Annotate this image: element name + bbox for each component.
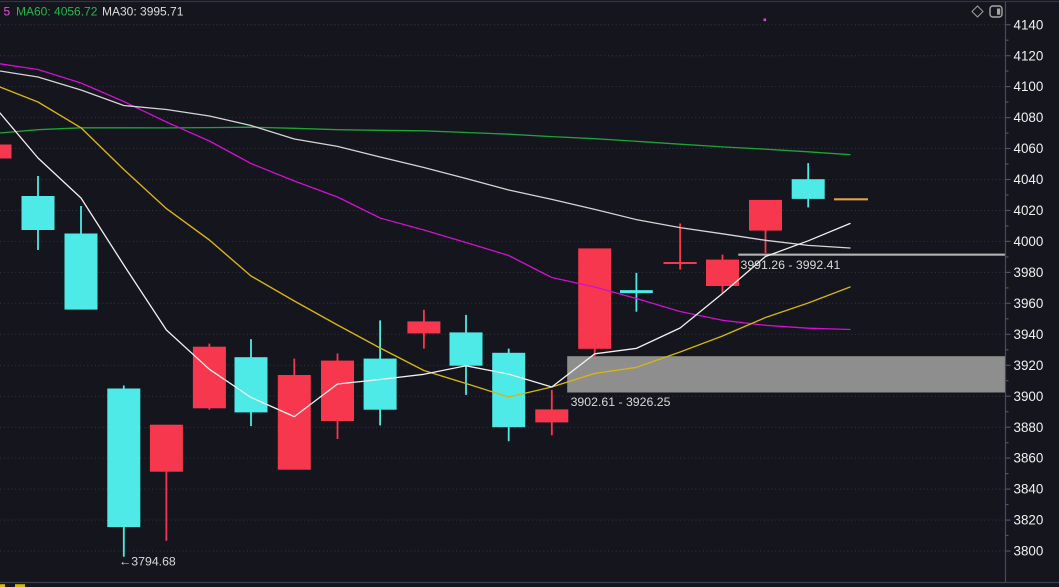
svg-text:4140: 4140 xyxy=(1014,17,1044,32)
svg-text:3840: 3840 xyxy=(1014,482,1044,497)
svg-text:5: 5 xyxy=(4,5,11,19)
svg-text:4020: 4020 xyxy=(1014,203,1044,218)
svg-text:3900: 3900 xyxy=(1014,389,1044,404)
svg-text:MA30: 3995.71: MA30: 3995.71 xyxy=(102,5,184,19)
svg-text:3860: 3860 xyxy=(1014,451,1044,466)
svg-text:3940: 3940 xyxy=(1014,327,1044,342)
svg-text:3800: 3800 xyxy=(1014,544,1044,559)
svg-text:3991.26 - 3992.41: 3991.26 - 3992.41 xyxy=(741,258,841,272)
svg-text:4100: 4100 xyxy=(1014,79,1044,94)
svg-text:4000: 4000 xyxy=(1014,234,1044,249)
svg-text:3820: 3820 xyxy=(1014,513,1044,528)
svg-text:4120: 4120 xyxy=(1014,48,1044,63)
svg-text:3902.61 - 3926.25: 3902.61 - 3926.25 xyxy=(571,395,671,409)
svg-text:3920: 3920 xyxy=(1014,358,1044,373)
svg-text:←3794.68: ←3794.68 xyxy=(119,554,176,568)
svg-text:4080: 4080 xyxy=(1014,110,1044,125)
svg-text:4060: 4060 xyxy=(1014,141,1044,156)
svg-text:MA60: 4056.72: MA60: 4056.72 xyxy=(16,5,98,19)
svg-text:3960: 3960 xyxy=(1014,296,1044,311)
svg-text:4040: 4040 xyxy=(1014,172,1044,187)
svg-text:3980: 3980 xyxy=(1014,265,1044,280)
svg-text:3880: 3880 xyxy=(1014,420,1044,435)
